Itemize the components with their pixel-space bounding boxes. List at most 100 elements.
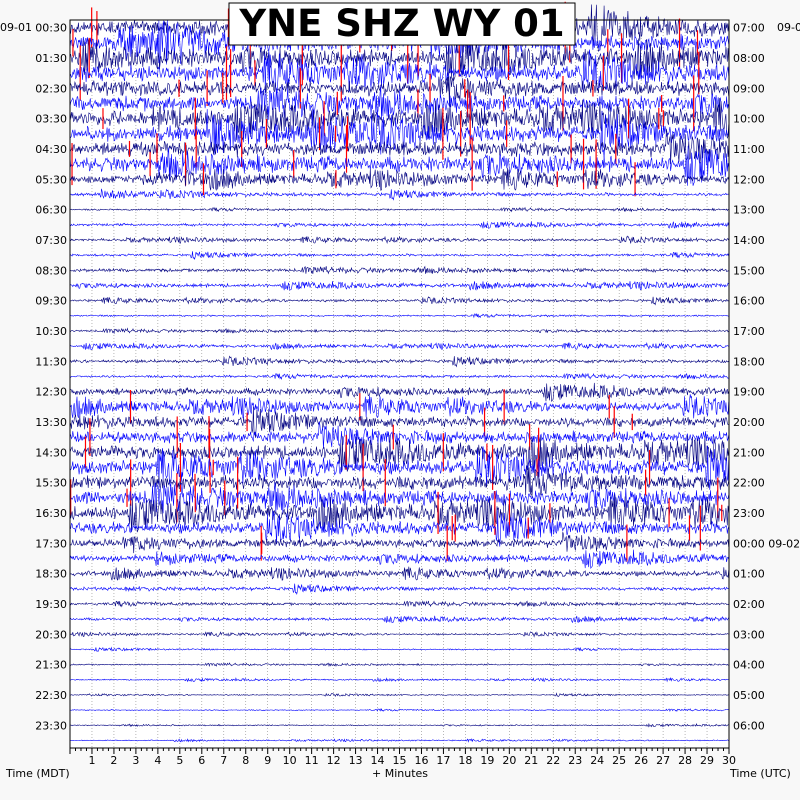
x-tick-label: 24 (590, 754, 604, 767)
seismic-trace (69, 445, 729, 490)
left-tick-label: 04:30 (35, 143, 67, 156)
right-tick-label: 01:00 (733, 568, 765, 581)
seismic-trace (69, 49, 729, 96)
seismic-trace (69, 708, 729, 712)
left-tick-label: 07:30 (35, 234, 67, 247)
right-tick-label: 00:00 09-02 (733, 537, 800, 550)
seismic-trace (69, 646, 729, 653)
right-tick-label: 20:00 (733, 416, 765, 429)
right-tick-label: 17:00 (733, 325, 765, 338)
left-tick-labels: 00:30 01:30 02:30 03:30 04:30 05:30 06:30 07:30… (35, 22, 67, 733)
seismic-trace (69, 235, 729, 244)
x-tick-labels: 1 2 3 4 5 6 7 8 9 10 11 12 13 14 15 16 17 18 19 20 21 22 23 24 2… (88, 754, 736, 767)
x-tick-label: 15 (393, 754, 407, 767)
seismic-trace (69, 372, 729, 381)
trace-layer (69, 1, 729, 743)
x-tick-label: 28 (678, 754, 692, 767)
seismic-trace (69, 677, 729, 683)
x-tick-label: 3 (132, 754, 139, 767)
x-tick-label: 4 (154, 754, 161, 767)
right-tick-label: 22:00 (733, 477, 765, 490)
left-tick-label: 01:30 (35, 52, 67, 65)
x-axis-label: + Minutes (372, 767, 428, 780)
seismic-trace (69, 600, 729, 608)
right-tick-label: 18:00 (733, 355, 765, 368)
seismic-trace (69, 342, 729, 351)
seismic-trace (69, 128, 729, 165)
seismic-trace (69, 394, 729, 419)
right-tick-label: 10:00 (733, 113, 765, 126)
left-tick-label: 11:30 (35, 355, 67, 368)
seismic-trace (69, 382, 729, 403)
left-tick-label: 16:30 (35, 507, 67, 520)
right-tick-label: 11:00 (733, 143, 765, 156)
left-tick-label: 14:30 (35, 446, 67, 459)
title-box (228, 2, 576, 46)
left-tick-label: 03:30 (35, 113, 67, 126)
x-tick-label: 22 (546, 754, 560, 767)
x-tick-label: 23 (568, 754, 582, 767)
left-tick-label: 00:30 (35, 22, 67, 35)
x-tick-label: 19 (480, 754, 494, 767)
seismic-trace (69, 75, 729, 107)
seismic-trace (69, 296, 729, 306)
left-tick-label: 21:30 (35, 659, 67, 672)
left-tick-label: 08:30 (35, 264, 67, 277)
left-tick-label: 06:30 (35, 204, 67, 217)
x-tick-label: 7 (220, 754, 227, 767)
right-tick-label: 07:00 (733, 22, 765, 35)
seismic-trace (69, 97, 729, 141)
x-tick-label: 29 (700, 754, 714, 767)
right-tick-label: 21:00 (733, 446, 765, 459)
seismic-trace (69, 108, 729, 158)
seismic-trace (69, 662, 729, 668)
left-tick-label: 13:30 (35, 416, 67, 429)
seismic-trace (69, 37, 729, 81)
right-tick-label: 15:00 (733, 264, 765, 277)
left-tick-label: 23:30 (35, 719, 67, 732)
right-tick-label: 09:00 (733, 82, 765, 95)
seismic-trace (69, 265, 729, 275)
right-tick-label: 04:00 (733, 659, 765, 672)
x-tick-label: 2 (110, 754, 117, 767)
seismic-trace (69, 566, 729, 581)
seismic-trace (69, 206, 729, 213)
x-tick-label: 11 (305, 754, 319, 767)
seismic-trace (69, 167, 729, 191)
seismic-trace (69, 281, 729, 291)
right-tick-label: 05:00 (733, 689, 765, 702)
seismic-trace (69, 738, 729, 743)
seismic-trace (69, 692, 729, 698)
seismic-trace (69, 251, 729, 260)
seismic-trace (69, 434, 729, 472)
left-tick-label: 19:30 (35, 598, 67, 611)
seismic-trace (69, 421, 729, 449)
seismic-trace (69, 465, 729, 498)
right-tick-label: 19:00 (733, 386, 765, 399)
x-tick-label: 5 (176, 754, 183, 767)
seismic-trace (69, 188, 729, 201)
left-tick-label: 17:30 (35, 537, 67, 550)
seismic-trace (69, 494, 729, 533)
x-tick-label: 10 (283, 754, 297, 767)
right-tick-label: 03:00 (733, 628, 765, 641)
left-tick-label: 15:30 (35, 477, 67, 490)
seismic-trace (69, 355, 729, 368)
right-tick-label: 13:00 (733, 204, 765, 217)
left-tick-label: 20:30 (35, 628, 67, 641)
x-tick-label: 13 (349, 754, 363, 767)
x-tick-label: 6 (198, 754, 205, 767)
x-tick-label: 9 (264, 754, 271, 767)
x-tick-label: 14 (371, 754, 385, 767)
x-tick-label: 18 (458, 754, 472, 767)
right-tick-labels: 07:00 08:00 09:00 10:00 11:00 12:00 13:00 14:00… (733, 22, 800, 733)
x-tick-label: 21 (524, 754, 538, 767)
seismic-trace (69, 532, 729, 554)
x-tick-label: 12 (327, 754, 341, 767)
seismic-trace (69, 85, 729, 120)
left-tick-label: 02:30 (35, 82, 67, 95)
seismic-trace (69, 510, 729, 547)
x-tick-label: 8 (242, 754, 249, 767)
left-date-label: 09-01 (0, 21, 32, 34)
